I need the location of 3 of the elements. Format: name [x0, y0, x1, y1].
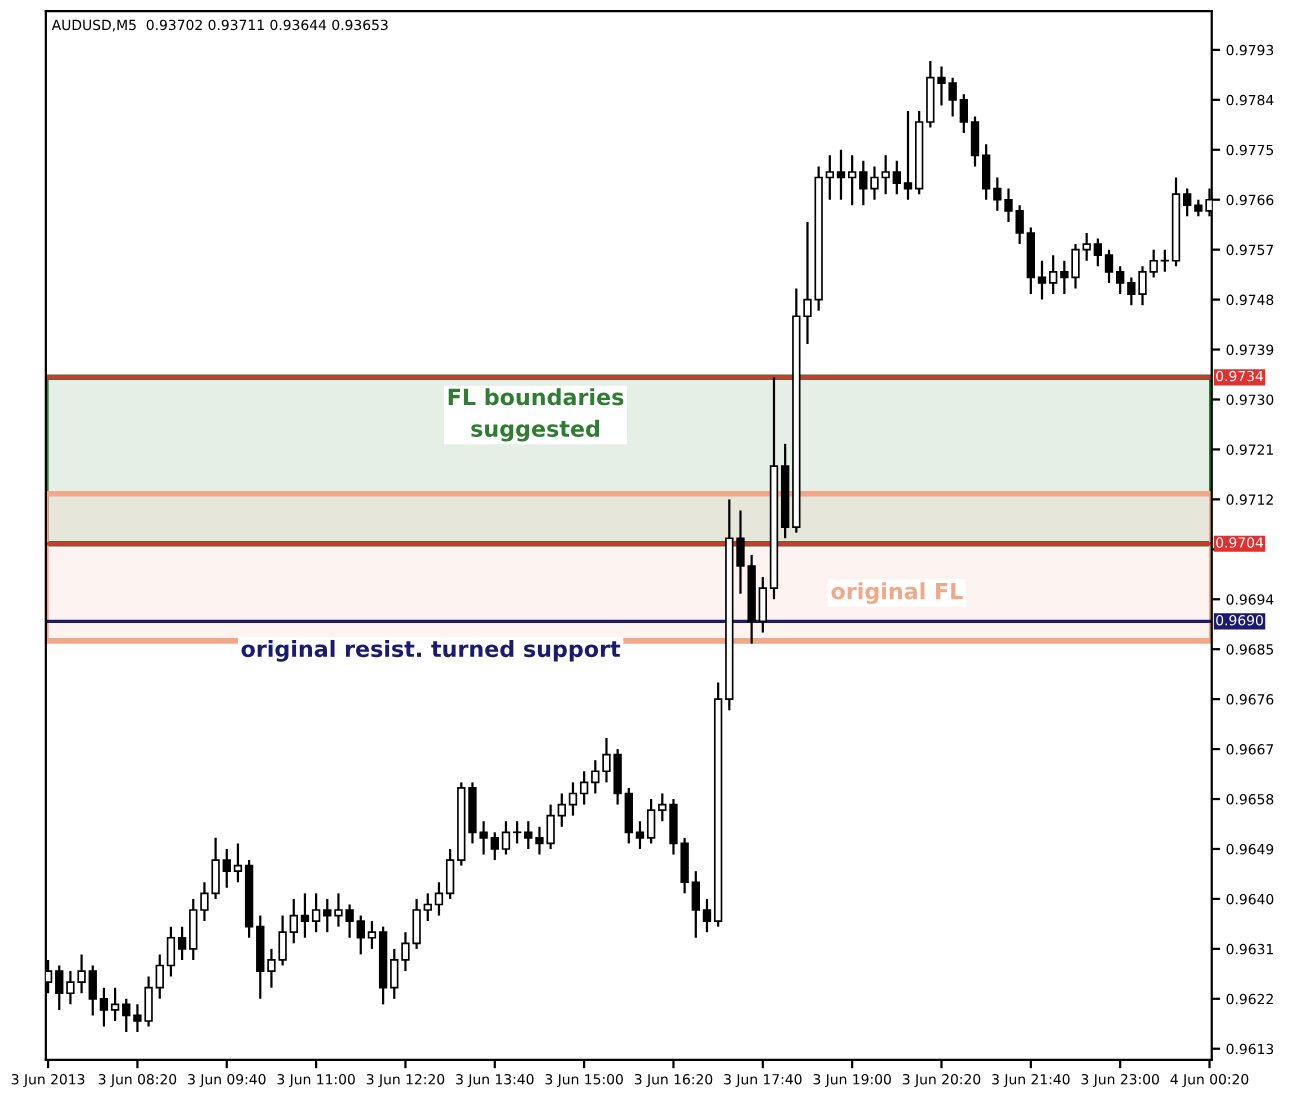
annotation: original FL: [831, 582, 963, 604]
annotation: FL boundaries suggested: [448, 388, 624, 442]
annotation: original resist. turned support: [241, 639, 621, 662]
